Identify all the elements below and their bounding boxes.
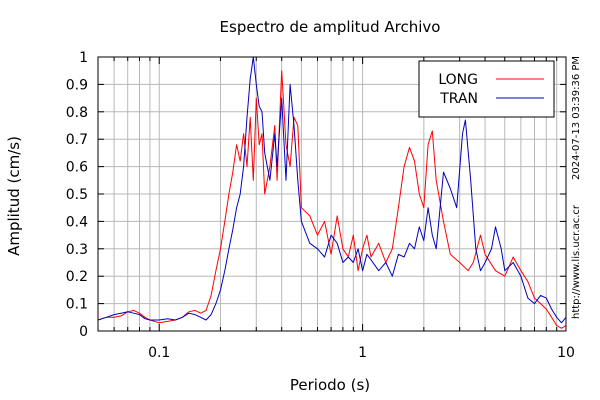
y-tick-label: 0.8 bbox=[66, 105, 88, 121]
legend-label-tran: TRAN bbox=[439, 91, 478, 107]
legend-label-long: LONG bbox=[438, 72, 478, 88]
y-tick-label: 0 bbox=[79, 324, 88, 340]
series-line-long bbox=[98, 70, 566, 329]
axis-ticks: 0 0.1 0.2 0.3 0.4 0.5 0.6 0.7 0.8 0.9 1 0.1 1 10 bbox=[66, 50, 575, 361]
y-tick-label: 0.7 bbox=[66, 132, 88, 148]
legend: LONG TRAN bbox=[418, 60, 555, 118]
series-lines bbox=[98, 57, 566, 329]
x-axis-label: Periodo (s) bbox=[290, 376, 370, 394]
legend-box bbox=[418, 60, 555, 118]
y-tick-label: 0.5 bbox=[66, 187, 88, 203]
y-tick-label: 0.2 bbox=[66, 269, 88, 285]
x-tick-label: 10 bbox=[557, 345, 575, 361]
y-tick-label: 0.1 bbox=[66, 297, 88, 313]
y-tick-label: 0.4 bbox=[66, 214, 88, 230]
y-tick-label: 0.3 bbox=[66, 242, 88, 258]
y-axis-label: Amplitud (cm/s) bbox=[5, 136, 23, 256]
y-tick-label: 0.6 bbox=[66, 160, 88, 176]
series-line-tran bbox=[98, 57, 566, 324]
y-tick-label: 0.9 bbox=[66, 77, 88, 93]
y-tick-label: 1 bbox=[79, 50, 88, 66]
timestamp-label: 2024-07-13 03:39:36 PM bbox=[571, 56, 582, 180]
website-label: http://www.lis.ucr.ac.cr bbox=[571, 204, 582, 319]
chart-title: Espectro de amplitud Archivo bbox=[220, 18, 441, 36]
x-tick-label: 1 bbox=[358, 345, 367, 361]
x-tick-label: 0.1 bbox=[148, 345, 170, 361]
